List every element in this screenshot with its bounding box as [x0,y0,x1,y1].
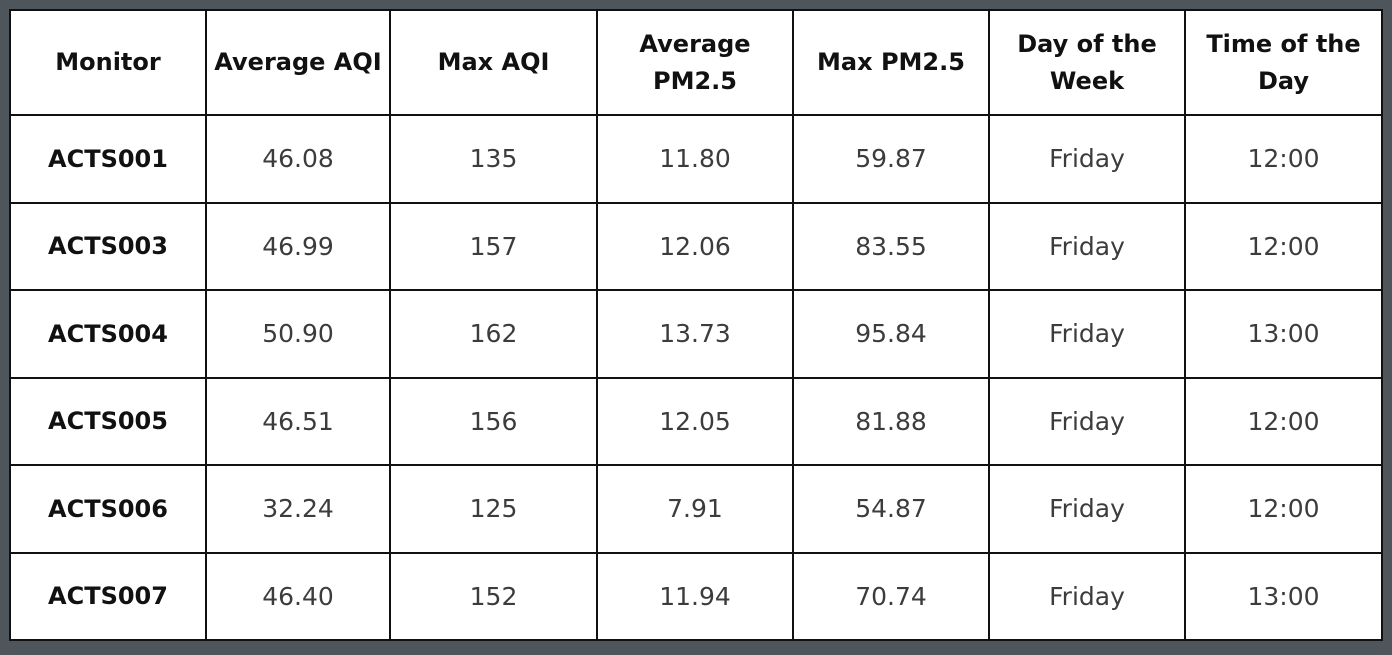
time-of-day-cell: 13:00 [1184,289,1383,379]
time-of-day-cell: 13:00 [1184,551,1383,641]
header-day-of-week: Day of the Week [988,9,1186,116]
header-time-of-day: Time of the Day [1184,9,1383,116]
table-row: ACTS007 46.40 152 11.94 70.74 Friday 13:… [9,551,1383,641]
time-of-day-cell: 12:00 [1184,464,1383,554]
time-of-day-cell: 12:00 [1184,114,1383,204]
table-row: ACTS003 46.99 157 12.06 83.55 Friday 12:… [9,201,1383,291]
average-pm25-cell: 12.05 [596,376,794,466]
average-pm25-cell: 13.73 [596,289,794,379]
day-of-week-cell: Friday [988,114,1186,204]
monitor-cell: ACTS004 [9,289,207,379]
average-aqi-cell: 32.24 [205,464,391,554]
day-of-week-cell: Friday [988,201,1186,291]
max-aqi-cell: 156 [389,376,598,466]
average-aqi-cell: 46.08 [205,114,391,204]
header-average-aqi: Average AQI [205,9,391,116]
table-frame: Monitor Average AQI Max AQI Average PM2.… [9,9,1383,641]
header-monitor: Monitor [9,9,207,116]
table-row: ACTS006 32.24 125 7.91 54.87 Friday 12:0… [9,464,1383,554]
day-of-week-cell: Friday [988,376,1186,466]
table-row: ACTS004 50.90 162 13.73 95.84 Friday 13:… [9,289,1383,379]
time-of-day-cell: 12:00 [1184,201,1383,291]
day-of-week-cell: Friday [988,551,1186,641]
average-aqi-cell: 46.51 [205,376,391,466]
monitor-cell: ACTS005 [9,376,207,466]
header-average-pm25: Average PM2.5 [596,9,794,116]
max-aqi-cell: 157 [389,201,598,291]
table-row: ACTS001 46.08 135 11.80 59.87 Friday 12:… [9,114,1383,204]
max-pm25-cell: 70.74 [792,551,990,641]
table-row: ACTS005 46.51 156 12.05 81.88 Friday 12:… [9,376,1383,466]
day-of-week-cell: Friday [988,464,1186,554]
average-aqi-cell: 50.90 [205,289,391,379]
monitor-cell: ACTS001 [9,114,207,204]
max-aqi-cell: 152 [389,551,598,641]
average-pm25-cell: 11.80 [596,114,794,204]
max-pm25-cell: 83.55 [792,201,990,291]
max-pm25-cell: 54.87 [792,464,990,554]
average-aqi-cell: 46.99 [205,201,391,291]
monitor-cell: ACTS003 [9,201,207,291]
average-pm25-cell: 11.94 [596,551,794,641]
table-header-row: Monitor Average AQI Max AQI Average PM2.… [9,9,1383,116]
header-max-pm25: Max PM2.5 [792,9,990,116]
average-aqi-cell: 46.40 [205,551,391,641]
monitor-cell: ACTS006 [9,464,207,554]
average-pm25-cell: 12.06 [596,201,794,291]
max-pm25-cell: 81.88 [792,376,990,466]
max-pm25-cell: 95.84 [792,289,990,379]
monitor-cell: ACTS007 [9,551,207,641]
day-of-week-cell: Friday [988,289,1186,379]
max-aqi-cell: 135 [389,114,598,204]
max-aqi-cell: 162 [389,289,598,379]
max-aqi-cell: 125 [389,464,598,554]
average-pm25-cell: 7.91 [596,464,794,554]
header-max-aqi: Max AQI [389,9,598,116]
max-pm25-cell: 59.87 [792,114,990,204]
aqi-summary-table: Monitor Average AQI Max AQI Average PM2.… [9,9,1383,641]
time-of-day-cell: 12:00 [1184,376,1383,466]
